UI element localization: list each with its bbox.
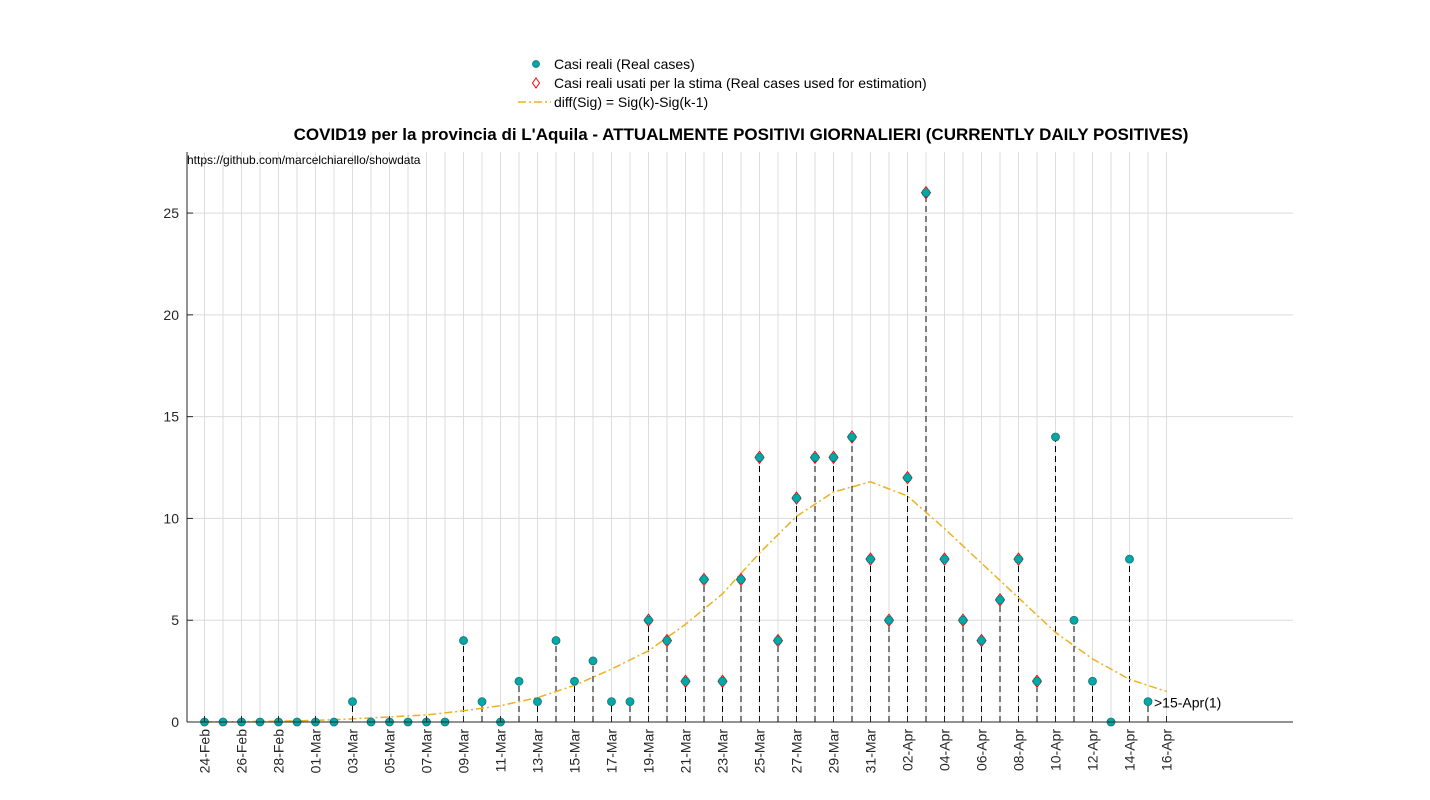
point-real-case: [348, 697, 357, 707]
point-real-case: [588, 656, 598, 666]
point-real-case: [607, 697, 616, 707]
points: [200, 185, 1153, 727]
legend-label-real-cases: Casi reali (Real cases): [554, 56, 695, 72]
x-tick-label: 06-Apr: [974, 729, 990, 771]
point-real-case: [681, 676, 690, 686]
x-tick-label: 07-Mar: [419, 729, 435, 774]
x-tick-label: 09-Mar: [456, 729, 472, 774]
chart-title: COVID19 per la provincia di L'Aquila - A…: [294, 125, 1189, 144]
point-real-case: [995, 595, 1005, 605]
point-real-case: [903, 473, 912, 483]
y-tick-label: 10: [163, 510, 179, 526]
x-tick-label: 02-Apr: [900, 729, 916, 771]
point-real-case: [810, 452, 820, 462]
point-real-case: [773, 636, 783, 645]
point-real-case: [1032, 676, 1042, 686]
x-tick-label: 01-Mar: [308, 729, 324, 774]
x-tick-label: 12-Apr: [1085, 729, 1101, 771]
point-real-case: [1014, 554, 1023, 564]
legend-label-estimation-cases: Casi reali usati per la stima (Real case…: [554, 75, 927, 91]
x-tick-label: 10-Apr: [1048, 729, 1064, 771]
x-tick-label: 08-Apr: [1011, 729, 1027, 771]
x-tick-label: 19-Mar: [641, 729, 657, 774]
point-real-case: [1051, 432, 1060, 442]
x-tick-label: 29-Mar: [826, 729, 842, 774]
x-tick-label: 25-Mar: [752, 729, 768, 774]
y-tick-label: 25: [163, 205, 179, 221]
x-tick-label: 28-Feb: [271, 729, 287, 774]
point-real-case: [884, 615, 894, 625]
legend-label-fit-curve: diff(Sig) = Sig(k)-Sig(k-1): [554, 94, 708, 110]
x-tick-label: 23-Mar: [715, 729, 731, 774]
y-tick-label: 15: [163, 409, 179, 425]
point-real-case: [459, 636, 468, 645]
x-tick-label: 14-Apr: [1122, 729, 1138, 771]
point-real-case: [570, 676, 579, 686]
x-tick-label: 03-Mar: [345, 729, 361, 774]
point-real-case: [847, 432, 857, 442]
end-label-annotation: >15-Apr(1): [1154, 695, 1221, 711]
y-tick-label: 5: [171, 612, 179, 628]
point-real-case: [921, 188, 931, 198]
x-tick-label: 24-Feb: [197, 729, 213, 774]
source-url-annotation: https://github.com/marcelchiarello/showd…: [187, 153, 421, 167]
x-tick-label: 31-Mar: [863, 729, 879, 774]
point-real-case: [644, 615, 653, 625]
point-real-case: [755, 452, 764, 462]
x-tick-label: 13-Mar: [530, 729, 546, 774]
point-real-case: [1088, 676, 1097, 686]
point-real-case: [533, 697, 542, 707]
point-real-case: [866, 554, 875, 564]
x-tick-label: 21-Mar: [678, 729, 694, 774]
point-real-case: [940, 554, 949, 564]
x-tick-label: 04-Apr: [937, 729, 953, 771]
point-real-case: [662, 636, 672, 645]
x-tick-label: 05-Mar: [382, 729, 398, 774]
legend-marker-real-cases: [532, 60, 540, 68]
y-tick-label: 20: [163, 307, 179, 323]
grid: [187, 152, 1293, 722]
point-real-case: [551, 636, 561, 645]
x-tick-label: 17-Mar: [604, 729, 620, 774]
point-real-case: [1125, 554, 1134, 564]
point-real-case: [792, 493, 801, 503]
x-tick-label: 11-Mar: [493, 729, 509, 773]
point-real-case: [477, 697, 487, 707]
legend: Casi reali (Real cases) Casi reali usati…: [518, 56, 927, 110]
series-line-fit: [204, 481, 1167, 723]
x-tick-label: 16-Apr: [1159, 729, 1175, 771]
point-real-case: [977, 636, 986, 645]
x-tick-label: 27-Mar: [789, 729, 805, 774]
point-real-case: [736, 575, 746, 584]
point-real-case: [718, 676, 727, 686]
axis-ticks: 0 5 10 15 20 25 24-Feb 26-Feb 28-Feb 01-Mar 03-Mar…: [163, 152, 1293, 773]
point-real-case: [1143, 697, 1153, 707]
point-real-case: [1069, 615, 1079, 625]
x-tick-label: 15-Mar: [567, 729, 583, 774]
point-real-case: [514, 676, 524, 686]
point-real-case: [829, 452, 838, 462]
legend-marker-estimation-cases: [531, 77, 541, 89]
point-real-case: [699, 575, 709, 584]
y-tick-label: 0: [171, 714, 179, 730]
point-real-case: [625, 697, 635, 707]
x-tick-label: 26-Feb: [234, 729, 250, 774]
stems: [352, 192, 1149, 722]
point-real-case: [958, 615, 968, 625]
